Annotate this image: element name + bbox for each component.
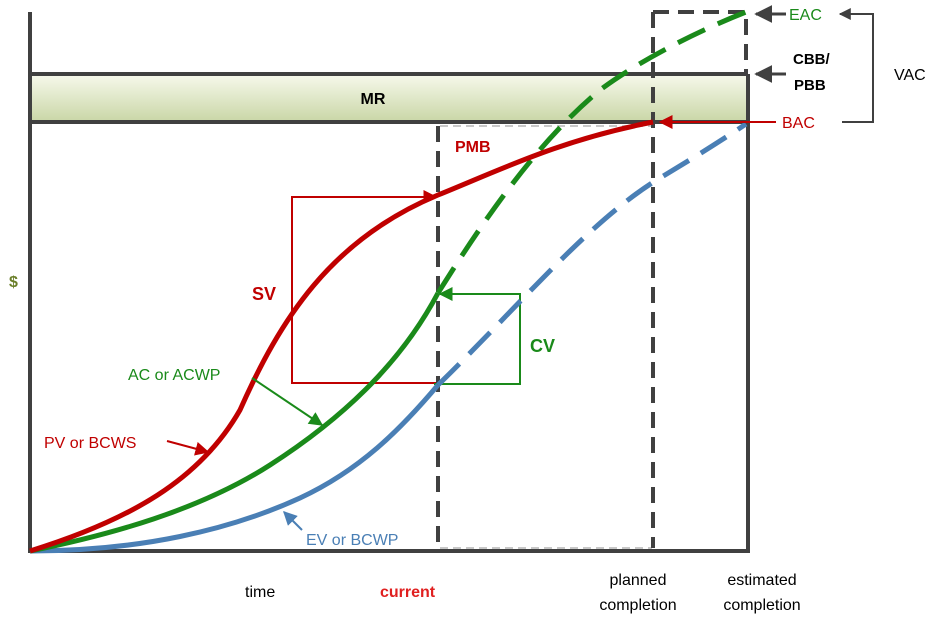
cv-label: CV [530, 336, 555, 356]
ac-label: AC or ACWP [128, 367, 220, 384]
estimated-label-line2: completion [723, 597, 800, 614]
vac-label: VAC [894, 67, 926, 84]
bac-label: BAC [782, 115, 815, 132]
estimated-label-line1: estimated [727, 572, 796, 589]
ac-curve [29, 291, 441, 554]
pv-pointer [166, 440, 210, 456]
cv-bracket [434, 287, 521, 385]
current-label: current [380, 584, 436, 601]
vac-bracket [838, 8, 874, 123]
pv-label: PV or BCWS [44, 435, 136, 452]
ac-forecast-curve [435, 9, 747, 295]
cbb-label-line2: PBB [794, 77, 826, 94]
pmb-label: PMB [455, 139, 491, 156]
sv-label: SV [252, 284, 276, 304]
planned-label-line2: completion [599, 597, 676, 614]
ev-curve [29, 383, 440, 554]
planned-label-line1: planned [610, 572, 667, 589]
eac-label: EAC [789, 7, 822, 24]
dollar-label: $ [9, 274, 18, 291]
ev-forecast-curve [436, 121, 748, 387]
eac-dashed-box [653, 10, 748, 74]
cbb-label-line1: CBB/ [793, 51, 830, 68]
mr-label: MR [361, 91, 386, 108]
ac-pointer [251, 377, 324, 426]
ev-label: EV or BCWP [306, 532, 398, 549]
ev-pointer [283, 511, 303, 531]
mr-band [30, 74, 748, 122]
completion-dashed-box [440, 125, 652, 549]
sv-bracket [291, 190, 438, 384]
pv-curve [29, 119, 654, 554]
time-label: time [245, 584, 275, 601]
